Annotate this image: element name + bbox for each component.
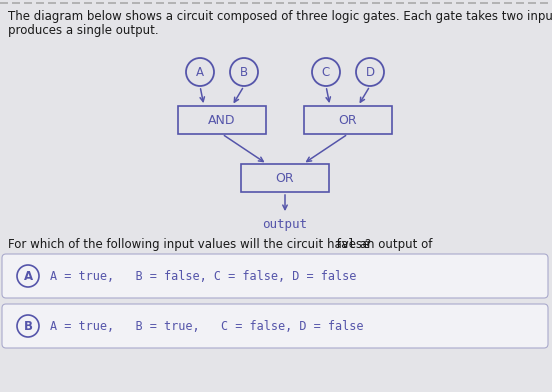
Text: false: false bbox=[335, 238, 370, 251]
Text: For which of the following input values will the circuit have an output of: For which of the following input values … bbox=[8, 238, 436, 251]
Bar bbox=[304, 106, 392, 134]
FancyBboxPatch shape bbox=[2, 254, 548, 298]
Text: A = true,   B = false, C = false, D = false: A = true, B = false, C = false, D = fals… bbox=[50, 270, 357, 283]
Text: output: output bbox=[263, 218, 307, 231]
FancyBboxPatch shape bbox=[2, 304, 548, 348]
Text: The diagram below shows a circuit composed of three logic gates. Each gate takes: The diagram below shows a circuit compos… bbox=[8, 10, 552, 23]
Text: A: A bbox=[23, 270, 33, 283]
Text: OR: OR bbox=[275, 172, 294, 185]
Text: A: A bbox=[196, 65, 204, 78]
Text: OR: OR bbox=[339, 114, 357, 127]
Text: B: B bbox=[240, 65, 248, 78]
Bar bbox=[241, 164, 329, 192]
Text: AND: AND bbox=[208, 114, 236, 127]
Text: C: C bbox=[322, 65, 330, 78]
Text: A = true,   B = true,   C = false, D = false: A = true, B = true, C = false, D = false bbox=[50, 319, 364, 332]
Text: B: B bbox=[24, 319, 33, 332]
Text: D: D bbox=[365, 65, 375, 78]
Text: produces a single output.: produces a single output. bbox=[8, 24, 158, 37]
Text: ?: ? bbox=[364, 238, 370, 251]
Bar bbox=[178, 106, 266, 134]
